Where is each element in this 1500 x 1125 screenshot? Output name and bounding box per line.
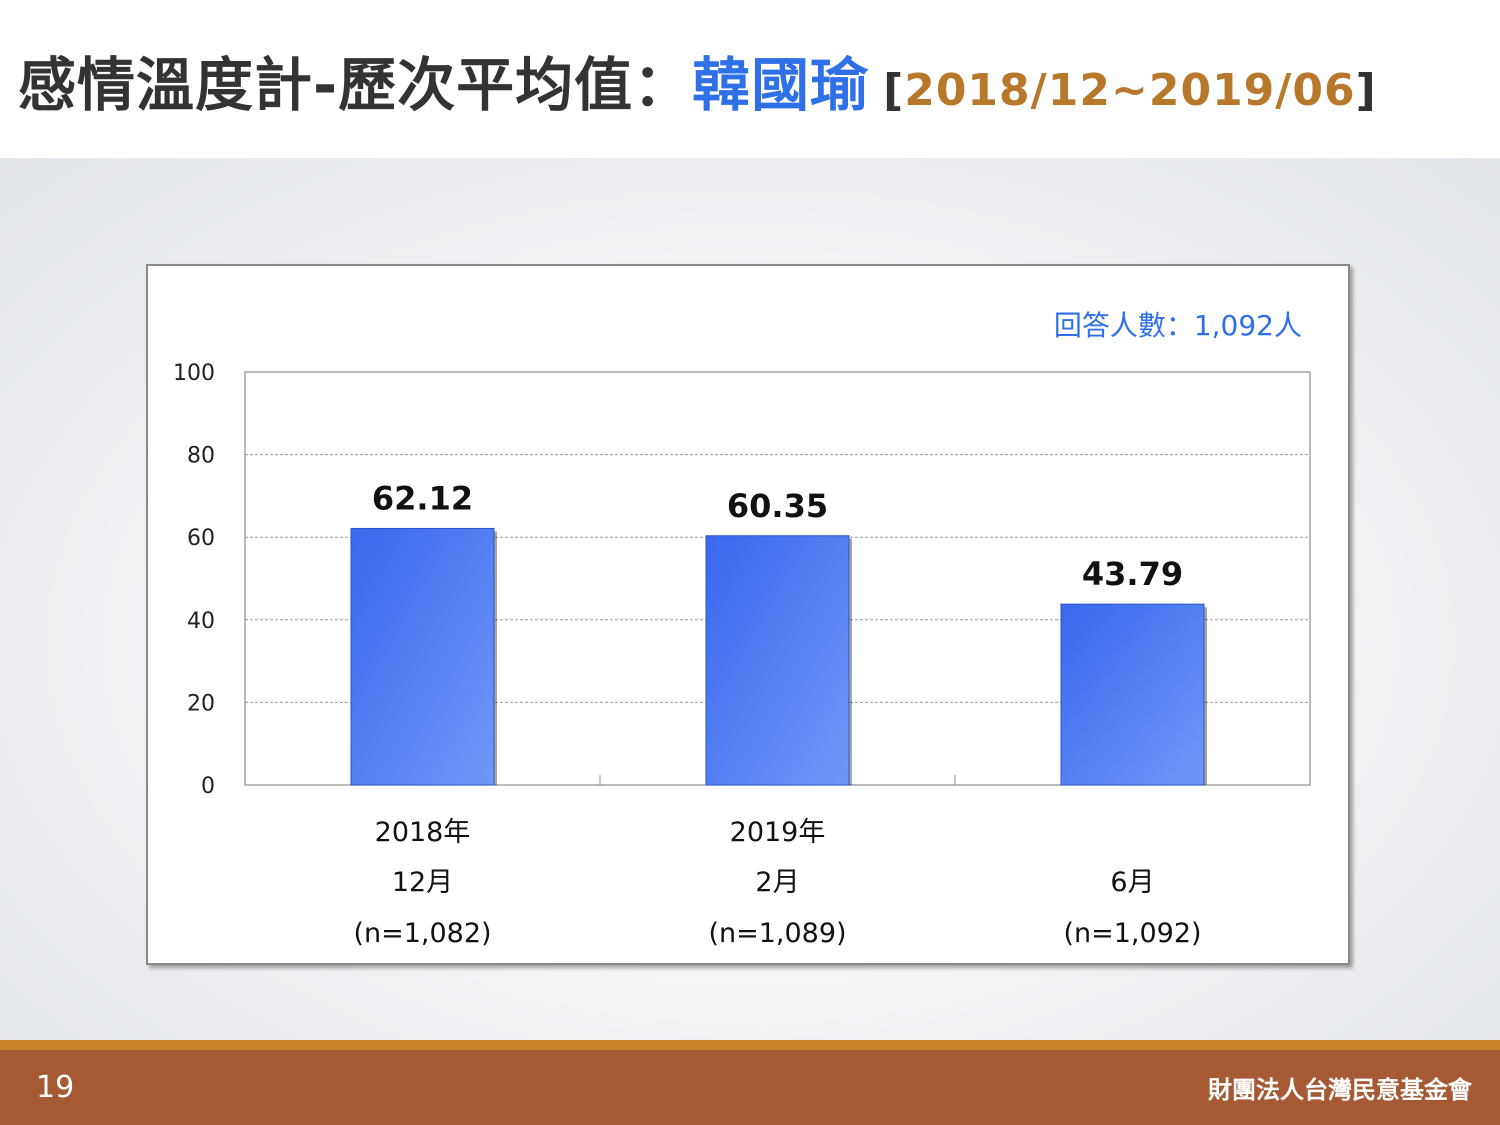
bar-chart: 0 20 40 60 80 100 62.12 2018年 12月 (n=1,082) 60.35… xyxy=(173,361,1311,949)
y-tick-label: 100 xyxy=(173,361,215,386)
x-category-label: 12月 xyxy=(392,867,453,898)
slide-title: 感情溫度計-歷次平均值：韓國瑜 [2018/12~2019/06] xyxy=(18,38,1377,122)
slide-header: 感情溫度計-歷次平均值：韓國瑜 [2018/12~2019/06] xyxy=(0,0,1500,158)
organization-name: 財團法人台灣民意基金會 xyxy=(1208,1076,1472,1104)
bar xyxy=(1060,603,1205,786)
bar xyxy=(350,527,495,786)
y-tick-label: 40 xyxy=(187,609,215,634)
y-tick-label: 20 xyxy=(187,691,215,716)
y-tick-label: 80 xyxy=(187,444,215,469)
x-category-label: (n=1,089) xyxy=(708,918,846,949)
y-tick-label: 60 xyxy=(187,526,215,551)
x-category-label: (n=1,082) xyxy=(353,918,491,949)
slide-footer: 19 財團法人台灣民意基金會 xyxy=(0,1050,1500,1125)
x-category-label: 2019年 xyxy=(730,817,826,848)
title-main: 感情溫度計-歷次平均值： xyxy=(18,51,693,119)
y-tick-label: 0 xyxy=(201,774,215,799)
footer-accent-strip xyxy=(0,1040,1500,1050)
bar xyxy=(705,535,850,786)
bracket-close: ] xyxy=(1355,65,1377,116)
respondents-note: 回答人數：1,092人 xyxy=(1053,309,1302,342)
x-category-label: (n=1,092) xyxy=(1063,918,1201,949)
bar-value-label: 43.79 xyxy=(1082,555,1183,593)
date-range-text: 2018/12~2019/06 xyxy=(904,65,1356,116)
x-category-label: 2月 xyxy=(755,867,799,898)
bracket-open: [ xyxy=(883,65,905,116)
chart-panel: 回答人數：1,092人 0 20 40 60 80 100 62.12 2018年 12月 (n… xyxy=(146,264,1350,965)
title-person-name: 韓國瑜 xyxy=(692,51,870,119)
x-category-label: 2018年 xyxy=(375,817,471,848)
page-number: 19 xyxy=(36,1070,75,1105)
x-category-label: 6月 xyxy=(1110,867,1154,898)
title-date-range: [2018/12~2019/06] xyxy=(883,65,1377,116)
bar-value-label: 62.12 xyxy=(372,479,473,517)
bar-value-label: 60.35 xyxy=(727,487,828,525)
